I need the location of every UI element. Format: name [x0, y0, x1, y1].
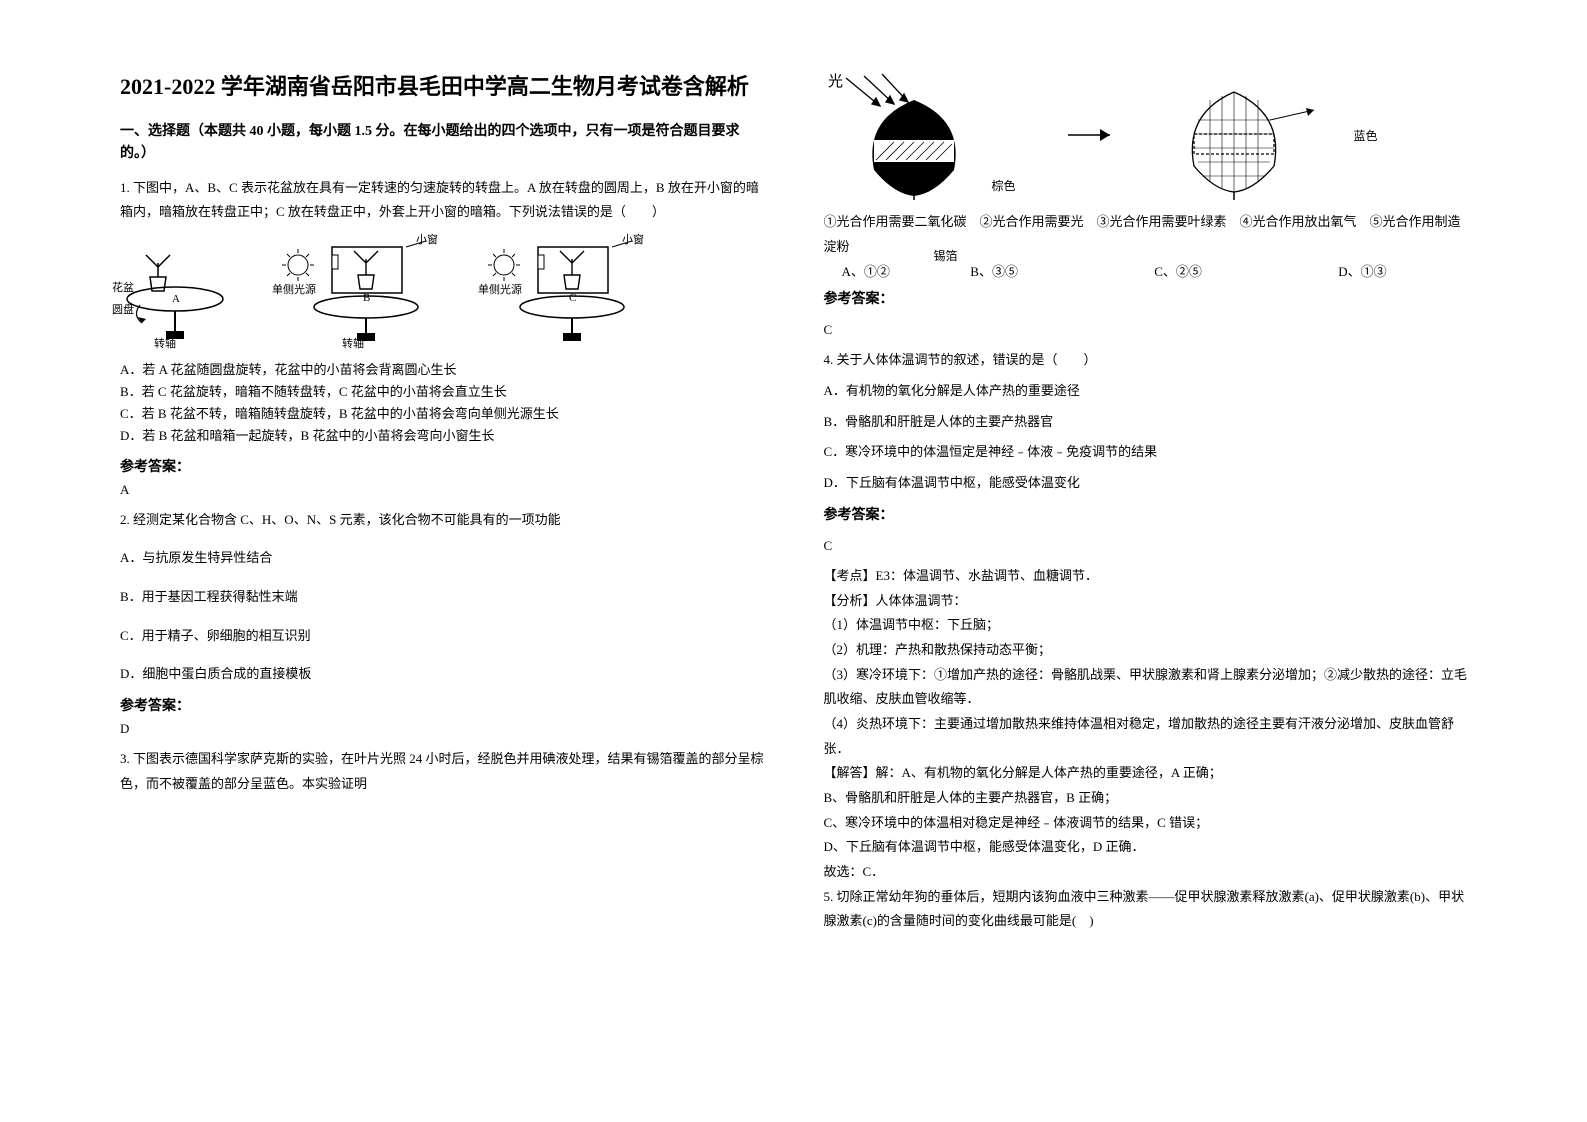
- q4-an3: （3）寒冷环境下：①增加产热的途径：骨骼肌战栗、甲状腺激素和肾上腺素分泌增加；②…: [824, 663, 1468, 712]
- q1-options: A．若 A 花盆随圆盘旋转，花盆中的小苗将会背离圆心生长 B．若 C 花盆旋转，…: [120, 359, 764, 447]
- q3-answer: C: [824, 322, 1468, 338]
- q3-stem: 3. 下图表示德国科学家萨克斯的实验，在叶片光照 24 小时后，经脱色并用碘液处…: [120, 747, 764, 796]
- light-label: 光: [828, 73, 843, 90]
- q1-answer-label: 参考答案：: [120, 456, 764, 476]
- q3-choice-c: C、②⑤: [1154, 261, 1338, 280]
- label-axis-b: 转轴: [342, 335, 364, 351]
- q3-diagram: 光 棕色 锡箔: [824, 70, 1468, 200]
- q1-opt-b: B．若 C 花盆旋转，暗箱不随转盘转，C 花盆中的小苗将会直立生长: [120, 381, 764, 403]
- q2-stem: 2. 经测定某化合物含 C、H、O、N、S 元素，该化合物不可能具有的一项功能: [120, 508, 764, 533]
- q2-opt-a: A．与抗原发生特异性结合: [120, 546, 764, 571]
- right-column: 光 棕色 锡箔: [794, 70, 1488, 1052]
- label-axis: 转轴: [154, 335, 176, 351]
- label-turntable: 圆盘: [112, 301, 134, 317]
- q1-diagram-unit-b: B 单侧光源 小窗 转轴: [276, 235, 446, 347]
- q4-opt-c: C．寒冷环境中的体温恒定是神经﹣体液﹣免疫调节的结果: [824, 440, 1468, 465]
- q4-solve-d: D、下丘脑有体温调节中枢，能感受体温变化，D 正确．: [824, 835, 1468, 860]
- q5-stem: 5. 切除正常幼年狗的垂体后，短期内该狗血液中三种激素——促甲状腺激素释放激素(…: [824, 885, 1468, 934]
- label-b: B: [363, 292, 370, 304]
- q1-diagram: A 花盆 圆盘 转轴: [120, 235, 764, 347]
- q2-opt-c: C．用于精子、卵细胞的相互识别: [120, 624, 764, 649]
- turntable-a-svg: A: [120, 235, 240, 345]
- q3-circled-options: ①光合作用需要二氧化碳 ②光合作用需要光 ③光合作用需要叶绿素 ④光合作用放出氧…: [824, 210, 1468, 259]
- section-1-header: 一、选择题（本题共 40 小题，每小题 1.5 分。在每小题给出的四个选项中，只…: [120, 121, 764, 166]
- q4-stem: 4. 关于人体体温调节的叙述，错误的是（ ）: [824, 348, 1468, 373]
- q4-an-head: 【分析】人体体温调节：: [824, 589, 1468, 614]
- arrow-icon: [1064, 70, 1124, 200]
- q4-solve-head: 【解答】解：A、有机物的氧化分解是人体产热的重要途径，A 正确；: [824, 761, 1468, 786]
- q2-opt-b: B．用于基因工程获得黏性末端: [120, 585, 764, 610]
- q4-solve-b: B、骨骼肌和肝脏是人体的主要产热器官，B 正确；: [824, 786, 1468, 811]
- q4-an2: （2）机理：产热和散热保持动态平衡；: [824, 638, 1468, 663]
- q4-select: 故选：C．: [824, 860, 1468, 885]
- q1-answer: A: [120, 482, 764, 498]
- label-single-light-c: 单侧光源: [478, 281, 522, 297]
- q4-opt-a: A．有机物的氧化分解是人体产热的重要途径: [824, 379, 1468, 404]
- q1-opt-a: A．若 A 花盆随圆盘旋转，花盆中的小苗将会背离圆心生长: [120, 359, 764, 381]
- q4-kd: 【考点】E3：体温调节、水盐调节、血糖调节．: [824, 564, 1468, 589]
- q2-answer-label: 参考答案：: [120, 695, 764, 715]
- leaf-foil-svg: 光: [824, 70, 1004, 200]
- left-column: 2021-2022 学年湖南省岳阳市县毛田中学高二生物月考试卷含解析 一、选择题…: [100, 70, 794, 1052]
- label-c: C: [569, 292, 576, 304]
- blue-label: 蓝色: [1354, 127, 1378, 144]
- q1-diagram-unit-a: A 花盆 圆盘 转轴: [120, 235, 240, 347]
- q3-answer-label: 参考答案：: [824, 288, 1468, 308]
- label-window-b: 小窗: [416, 231, 438, 247]
- label-flower-pot: 花盆: [112, 279, 134, 295]
- q2-opt-d: D．细胞中蛋白质合成的直接模板: [120, 662, 764, 687]
- q4-solve-c: C、寒冷环境中的体温相对稳定是神经﹣体液调节的结果，C 错误；: [824, 811, 1468, 836]
- q4-answer-label: 参考答案：: [824, 504, 1468, 524]
- q3-choice-b: B、③⑤: [970, 261, 1154, 280]
- q2-answer: D: [120, 721, 764, 737]
- q1-opt-c: C．若 B 花盆不转，暗箱随转盘旋转，B 花盆中的小苗将会弯向单侧光源生长: [120, 403, 764, 425]
- q3-choice-d: D、①③: [1338, 261, 1467, 280]
- label-a: A: [172, 293, 180, 305]
- brown-label: 棕色: [992, 177, 1016, 194]
- q4-opt-b: B．骨骼肌和肝脏是人体的主要产热器官: [824, 410, 1468, 435]
- q1-stem: 1. 下图中，A、B、C 表示花盆放在具有一定转速的匀速旋转的转盘上。A 放在转…: [120, 176, 764, 225]
- q4-answer: C: [824, 538, 1468, 554]
- leaf-result-svg: [1154, 70, 1324, 200]
- q1-diagram-unit-c: C 单侧光源 小窗: [482, 235, 652, 347]
- label-window-c: 小窗: [622, 231, 644, 247]
- q4-an1: （1）体温调节中枢：下丘脑；: [824, 613, 1468, 638]
- q3-choice-row: A、①② B、③⑤ C、②⑤ D、①③: [824, 261, 1468, 280]
- foil-label: 锡箔: [934, 247, 958, 264]
- q4-an4: （4）炎热环境下：主要通过增加散热来维持体温相对稳定，增加散热的途径主要有汗液分…: [824, 712, 1468, 761]
- label-single-light-b: 单侧光源: [272, 281, 316, 297]
- q4-opt-d: D．下丘脑有体温调节中枢，能感受体温变化: [824, 471, 1468, 496]
- q1-opt-d: D．若 B 花盆和暗箱一起旋转，B 花盆中的小苗将会弯向小窗生长: [120, 425, 764, 447]
- page-title: 2021-2022 学年湖南省岳阳市县毛田中学高二生物月考试卷含解析: [120, 70, 764, 103]
- q3-choice-a: A、①②: [824, 261, 971, 280]
